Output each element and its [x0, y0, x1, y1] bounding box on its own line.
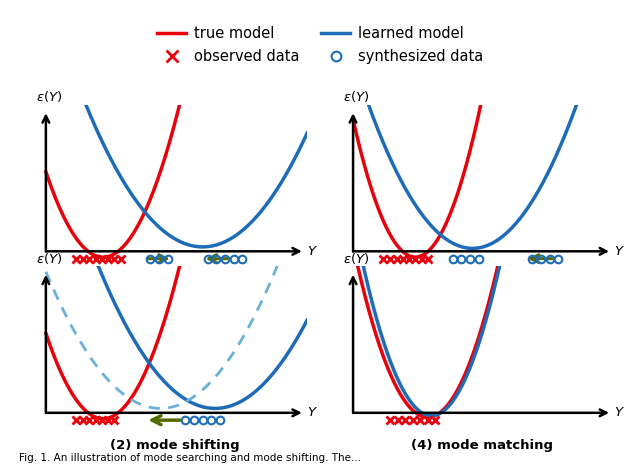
Text: (4) mode matching: (4) mode matching: [412, 439, 554, 452]
Text: (3) mode chasing: (3) mode chasing: [417, 278, 547, 291]
Text: $\varepsilon(Y)$: $\varepsilon(Y)$: [343, 251, 369, 266]
Text: Y: Y: [614, 245, 623, 258]
Text: Y: Y: [307, 406, 316, 419]
Text: $\varepsilon(Y)$: $\varepsilon(Y)$: [36, 251, 62, 266]
Text: Y: Y: [307, 245, 316, 258]
Text: Y: Y: [614, 406, 623, 419]
Text: $\varepsilon(Y)$: $\varepsilon(Y)$: [36, 89, 62, 104]
Text: Fig. 1. An illustration of mode searching and mode shifting. The...: Fig. 1. An illustration of mode searchin…: [19, 453, 362, 463]
Text: (1) mode searching: (1) mode searching: [102, 278, 248, 291]
Legend: true model, observed data, learned model, synthesized data: true model, observed data, learned model…: [152, 20, 488, 70]
Text: (2) mode shifting: (2) mode shifting: [111, 439, 240, 452]
Text: $\varepsilon(Y)$: $\varepsilon(Y)$: [343, 89, 369, 104]
